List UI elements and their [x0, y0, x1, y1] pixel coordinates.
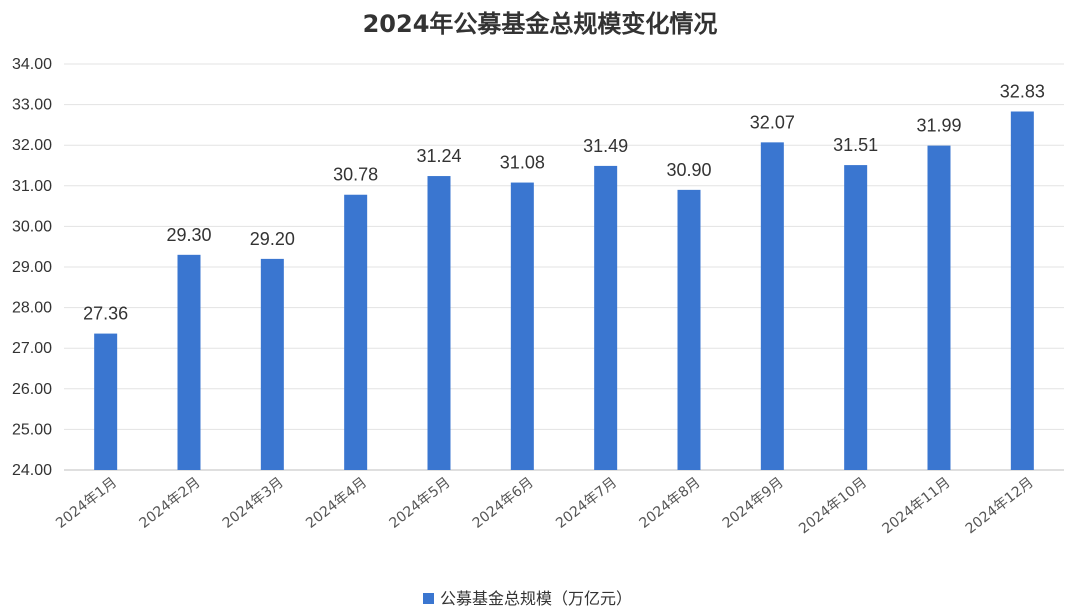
data-label: 31.99 — [916, 116, 961, 136]
x-tick-label: 2024年11月 — [879, 475, 953, 538]
x-tick-label: 2024年2月 — [136, 475, 203, 532]
x-tick-label: 2024年6月 — [470, 475, 537, 532]
data-label: 31.51 — [833, 135, 878, 155]
x-tick-label: 2024年3月 — [220, 475, 287, 532]
bar — [844, 165, 868, 470]
legend-label: 公募基金总规模（万亿元） — [440, 589, 632, 608]
data-label: 30.78 — [333, 165, 378, 185]
bar — [594, 165, 618, 470]
y-tick-label: 31.00 — [12, 178, 52, 195]
data-label: 31.24 — [416, 146, 461, 166]
data-label: 32.07 — [750, 112, 795, 132]
bar — [927, 145, 951, 470]
legend-swatch — [423, 593, 434, 604]
y-tick-label: 27.00 — [12, 340, 52, 357]
chart-title: 2024年公募基金总规模变化情况 — [363, 10, 718, 38]
x-tick-label: 2024年10月 — [796, 475, 870, 538]
data-label: 29.30 — [166, 225, 211, 245]
y-axis-ticks: 24.00 25.00 26.00 27.00 28.00 29.00 30.00 31.00… — [12, 56, 52, 479]
x-tick-label: 2024年4月 — [303, 475, 370, 532]
x-tick-label: 2024年5月 — [386, 475, 453, 532]
bar — [260, 258, 284, 470]
y-tick-label: 25.00 — [12, 421, 52, 438]
data-labels: 27.36 29.30 29.20 30.78 31.24 31.08 31.49 30.90… — [83, 82, 1045, 324]
bar — [760, 142, 784, 470]
y-tick-label: 34.00 — [12, 56, 52, 73]
data-label: 32.83 — [1000, 82, 1045, 102]
bar — [177, 254, 201, 470]
bar — [427, 176, 451, 470]
x-tick-label: 2024年8月 — [636, 475, 703, 532]
y-tick-label: 32.00 — [12, 137, 52, 154]
y-tick-label: 28.00 — [12, 300, 52, 317]
bar — [1010, 111, 1034, 470]
y-tick-label: 24.00 — [12, 462, 52, 479]
x-axis-ticks: 2024年1月 2024年2月 2024年3月 2024年4月 2024年5月 2024年… — [53, 475, 1037, 538]
bar — [94, 333, 118, 470]
y-tick-label: 30.00 — [12, 218, 52, 235]
y-tick-label: 29.00 — [12, 259, 52, 276]
data-label: 31.08 — [500, 153, 545, 173]
data-label: 29.20 — [250, 229, 295, 249]
bar — [510, 182, 534, 470]
x-tick-label: 2024年7月 — [553, 475, 620, 532]
data-label: 30.90 — [666, 160, 711, 180]
bar — [677, 189, 701, 471]
x-tick-label: 2024年1月 — [53, 475, 120, 532]
gridlines — [64, 63, 1064, 471]
y-tick-label: 33.00 — [12, 97, 52, 114]
data-label: 27.36 — [83, 304, 128, 324]
bars — [94, 111, 1034, 471]
bar — [344, 194, 368, 470]
x-tick-label: 2024年12月 — [963, 475, 1037, 538]
data-label: 31.49 — [583, 136, 628, 156]
y-tick-label: 26.00 — [12, 381, 52, 398]
legend: 公募基金总规模（万亿元） — [423, 589, 632, 608]
x-tick-label: 2024年9月 — [720, 475, 787, 532]
